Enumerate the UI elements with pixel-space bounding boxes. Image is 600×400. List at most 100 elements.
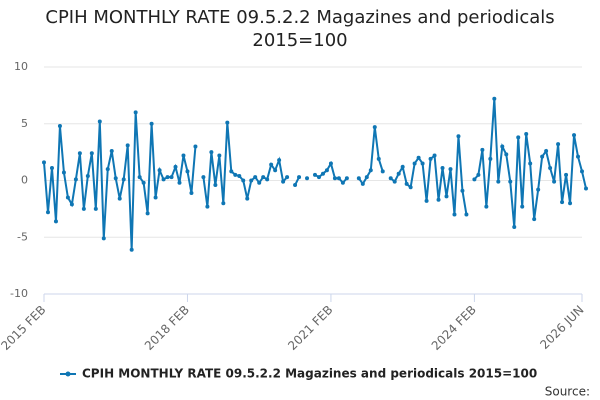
point [293,183,298,188]
chart-title: CPIH MONTHLY RATE 09.5.2.2 Magazines and… [45,7,555,51]
point [512,225,517,230]
point [189,190,194,195]
point [53,219,58,224]
point [229,169,234,174]
point [169,175,174,180]
point [125,143,130,148]
point [372,125,377,130]
point [281,179,286,184]
point [583,186,588,191]
point [45,210,50,215]
point [452,212,457,217]
point [177,180,182,185]
point [129,247,134,252]
point [364,175,369,180]
point [464,212,469,217]
point [424,198,429,203]
point [436,197,441,202]
point [544,148,549,153]
point [157,168,162,173]
point [57,124,62,129]
point [556,142,561,147]
point [412,161,417,166]
point [380,169,385,174]
point [165,175,170,180]
point [432,153,437,158]
point [564,172,569,177]
point [504,152,509,157]
point [209,150,214,155]
point [257,180,262,185]
point [456,134,461,139]
point [316,175,321,180]
point [492,96,497,101]
point [580,169,584,174]
point [141,180,146,185]
point [109,148,114,153]
point [392,179,397,184]
point [105,167,110,172]
point [500,144,505,149]
y-tick-label: 10 [14,60,28,73]
point [285,175,290,180]
point [536,187,541,192]
point [85,173,90,178]
y-tick-label: -5 [17,230,28,243]
point [241,178,246,183]
point [269,162,274,167]
point [233,172,238,177]
point [548,166,553,171]
point [344,176,349,181]
point [137,175,142,180]
point [444,194,449,199]
point [42,160,46,165]
point [77,151,82,156]
point [396,171,401,176]
point [145,211,150,216]
point [297,175,302,180]
point [101,236,106,241]
point [205,204,210,209]
point [420,161,425,166]
point [273,168,278,173]
point [568,201,573,206]
point [356,176,361,181]
y-tick-label: 0 [21,174,28,187]
point [245,196,250,201]
point [508,179,513,184]
point [81,206,86,211]
x-tick-label: 2024 FEB [429,303,479,353]
point [193,144,198,149]
point [65,195,70,200]
point [328,161,333,166]
point [201,175,206,180]
point [560,200,565,205]
point [528,161,533,166]
point [133,110,138,115]
point [460,188,465,193]
point [181,153,186,158]
point [448,167,453,172]
point [408,185,413,190]
source: Source: [545,385,590,399]
point [253,175,258,180]
point [161,177,166,182]
point [524,131,529,136]
point [113,176,118,181]
point [472,177,477,182]
point [340,180,345,185]
point [217,153,222,158]
point [185,169,190,174]
point [225,120,230,125]
point [336,176,341,181]
point [173,164,178,169]
point [265,177,270,182]
x-tick-label: 2018 FEB [142,303,192,353]
point [61,170,66,175]
point [305,176,310,181]
point [476,172,481,177]
point [213,183,218,188]
point [97,119,102,124]
point [488,156,493,161]
